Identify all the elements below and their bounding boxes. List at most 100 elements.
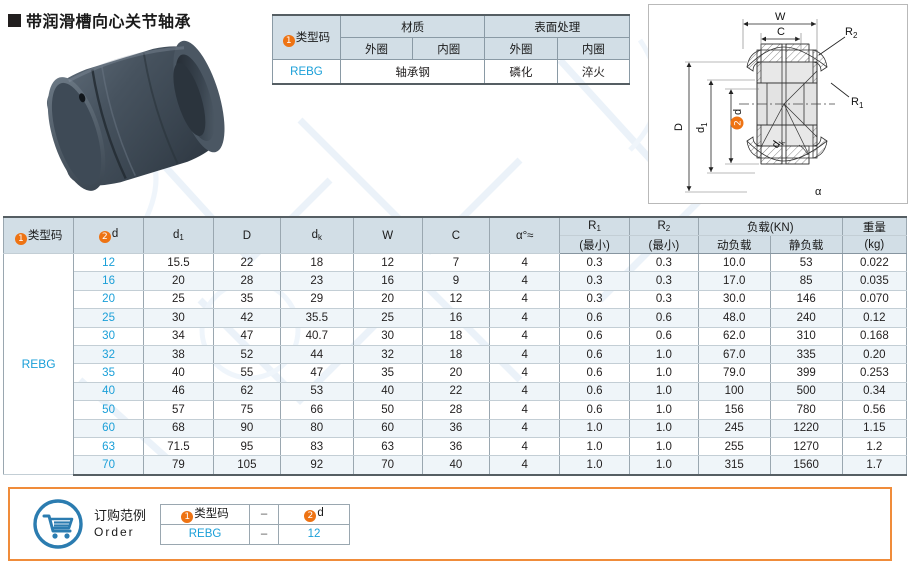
order-header-dash: – (249, 503, 280, 525)
spec-cell-C: 9 (421, 271, 491, 291)
spec-header-dk: dk (279, 216, 354, 254)
spec-cell-alpha: 4 (489, 400, 561, 420)
spec-cell-D: 28 (212, 271, 281, 291)
spec-cell-W: 12 (352, 252, 423, 273)
drawing-label-R2: R2 (845, 26, 858, 40)
spec-header-R1: R1 (559, 216, 630, 236)
spec-cell-alpha: 4 (489, 252, 561, 273)
badge-1-icon: 1 (282, 34, 295, 47)
spec-cell-alpha: 4 (489, 308, 561, 328)
spec-header-R2: R2 (628, 216, 699, 236)
table-row: 25 30 42 35.5 25 16 4 0.6 0.6 48.0 240 0.12 (4, 308, 908, 328)
order-label-en: Order (94, 524, 135, 539)
spec-cell-dyn: 30.0 (697, 289, 771, 310)
spec-cell-D: 75 (212, 400, 281, 420)
spec-cell-W: 16 (352, 271, 423, 291)
spec-cell-sta: 1560 (769, 455, 843, 476)
spec-cell-sta: 240 (769, 308, 843, 328)
spec-cell-wt: 0.035 (841, 271, 908, 291)
spec-cell-wt: 0.070 (841, 289, 908, 310)
spec-cell-R2: 1.0 (628, 436, 699, 457)
spec-cell-W: 30 (352, 326, 423, 346)
svg-text:2: 2 (734, 120, 744, 126)
spec-cell-C: 40 (421, 455, 491, 476)
spec-cell-alpha: 4 (489, 418, 561, 438)
spec-header-W: W (352, 216, 423, 254)
drawing-label-C: C (777, 26, 785, 38)
spec-cell-dk: 44 (279, 344, 354, 365)
spec-cell-R2: 1.0 (628, 455, 699, 476)
material-header-material: 材质 (339, 14, 486, 38)
spec-cell-W: 70 (352, 455, 423, 476)
spec-cell-alpha: 4 (489, 271, 561, 291)
spec-header-R2-note: (最小) (628, 235, 699, 254)
spec-cell-alpha: 4 (489, 436, 561, 457)
spec-cell-D: 95 (212, 436, 281, 457)
spec-cell-dyn: 255 (697, 436, 771, 457)
material-subheader-inner-1: 内圈 (412, 37, 486, 60)
table-row: 40 46 62 53 40 22 4 0.6 1.0 100 500 0.34 (4, 381, 908, 402)
spec-cell-C: 28 (421, 400, 491, 420)
spec-cell-d: 12 (73, 252, 144, 273)
spec-cell-C: 36 (421, 436, 491, 457)
spec-cell-R2: 1.0 (628, 381, 699, 402)
spec-header-d1: d1 (142, 216, 214, 254)
spec-cell-R1: 0.6 (559, 326, 630, 346)
spec-cell-d: 50 (73, 400, 144, 420)
spec-cell-W: 63 (352, 436, 423, 457)
spec-cell-d: 63 (73, 436, 144, 457)
spec-cell-D: 90 (212, 418, 281, 438)
order-label: 订购范例 Order (94, 508, 146, 539)
spec-cell-R2: 1.0 (628, 418, 699, 438)
spec-cell-alpha: 4 (489, 363, 561, 383)
spec-cell-R1: 0.6 (559, 363, 630, 383)
spec-header-load-group: 负载(KN) (697, 216, 843, 236)
spec-cell-d1: 20 (142, 271, 214, 291)
spec-cell-wt: 0.12 (841, 308, 908, 328)
title-text: 带润滑槽向心关节轴承 (26, 14, 192, 31)
order-value-d: 12 (278, 523, 351, 545)
spec-header-alpha: α°≈ (489, 216, 561, 254)
spec-cell-dk: 18 (279, 252, 354, 273)
spec-cell-dyn: 156 (697, 400, 771, 420)
drawing-label-d-group: 2 d (730, 109, 744, 130)
spec-cell-wt: 0.253 (841, 363, 908, 383)
spec-cell-dyn: 79.0 (697, 363, 771, 383)
spec-cell-R2: 0.3 (628, 252, 699, 273)
spec-cell-d: 70 (73, 455, 144, 476)
svg-text:d: d (732, 109, 744, 115)
spec-cell-d: 25 (73, 308, 144, 328)
spec-header-load-static: 静负载 (769, 235, 843, 254)
spec-header-C: C (421, 216, 491, 254)
spec-cell-R2: 0.6 (628, 326, 699, 346)
spec-cell-W: 50 (352, 400, 423, 420)
spec-header-R1-note: (最小) (559, 235, 630, 254)
spec-cell-W: 25 (352, 308, 423, 328)
spec-cell-sta: 780 (769, 400, 843, 420)
material-subheader-inner-2: 内圈 (556, 37, 631, 60)
order-label-cn: 订购范例 (94, 508, 147, 524)
spec-cell-C: 12 (421, 289, 491, 310)
spec-cell-D: 35 (212, 289, 281, 310)
spec-cell-sta: 53 (769, 252, 843, 273)
drawing-label-D: D (673, 123, 685, 131)
spec-cell-R2: 1.0 (628, 400, 699, 420)
spec-cell-alpha: 4 (489, 381, 561, 402)
technical-drawing: W C R2 R1 D d1 dk α 2 d (648, 4, 908, 204)
spec-cell-wt: 0.34 (841, 381, 908, 402)
table-row: 70 79 105 92 70 40 4 1.0 1.0 315 1560 1.7 (4, 455, 908, 476)
spec-cell-R1: 0.6 (559, 308, 630, 328)
drawing-label-R1: R1 (851, 96, 864, 110)
spec-cell-dk: 35.5 (279, 308, 354, 328)
spec-cell-wt: 0.168 (841, 326, 908, 346)
spec-cell-wt: 0.022 (841, 252, 908, 273)
spec-cell-dyn: 17.0 (697, 271, 771, 291)
spec-cell-dyn: 67.0 (697, 344, 771, 365)
spec-cell-sta: 1220 (769, 418, 843, 438)
material-row-code: REBG (272, 59, 341, 85)
spec-cell-R2: 0.3 (628, 289, 699, 310)
spec-cell-W: 35 (352, 363, 423, 383)
